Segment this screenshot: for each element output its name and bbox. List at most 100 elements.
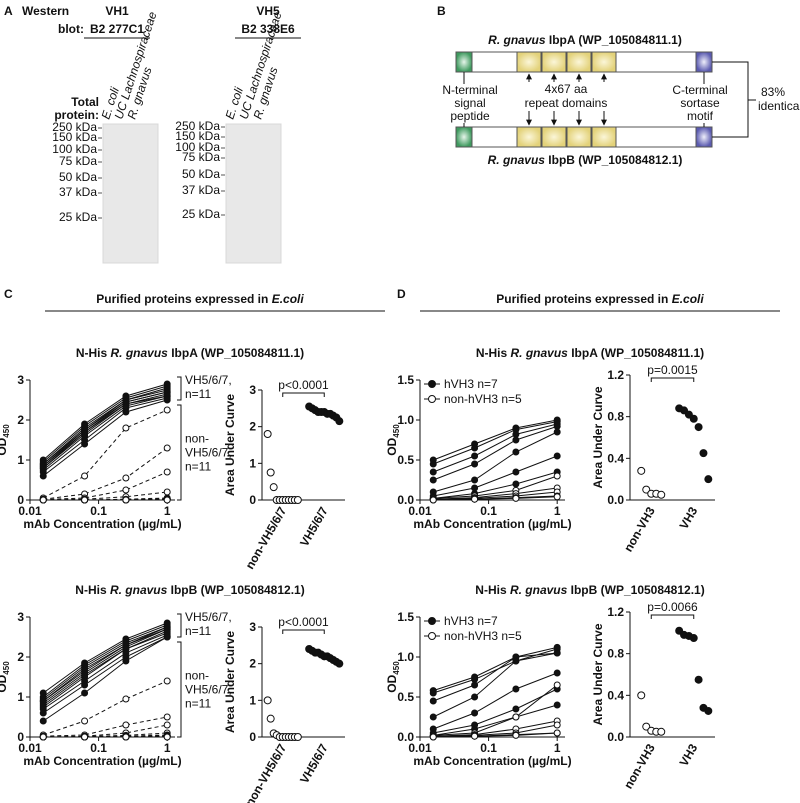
text-part: OD xyxy=(0,437,9,455)
point xyxy=(122,474,130,482)
series-line xyxy=(43,716,168,737)
y-tick-label: 2 xyxy=(17,650,24,664)
point xyxy=(694,423,703,432)
point xyxy=(512,657,520,665)
point xyxy=(512,436,520,444)
text-part: E.coli xyxy=(272,292,305,306)
point xyxy=(293,733,302,741)
point xyxy=(39,717,47,725)
marker-label: 50 kDa xyxy=(182,167,220,181)
y-tick-label: 1 xyxy=(249,693,256,707)
point xyxy=(428,632,436,640)
group-label: VH5/6/7, xyxy=(185,610,232,624)
text-part: R. gnavus xyxy=(488,33,546,47)
y-tick-label: 0.0 xyxy=(607,730,624,744)
series-line xyxy=(433,425,558,481)
point xyxy=(163,733,171,741)
series-line xyxy=(433,646,558,692)
group-bracket xyxy=(177,613,182,638)
point xyxy=(39,733,47,741)
series-line xyxy=(433,684,558,736)
y-axis-label: OD450 xyxy=(0,424,11,456)
text-part: OD xyxy=(385,437,399,455)
point xyxy=(689,414,698,423)
point xyxy=(122,486,130,494)
significance-bracket xyxy=(282,629,325,634)
identity-label: 83% xyxy=(761,85,785,99)
x-tick-label: VH5/6/7 xyxy=(297,741,331,786)
x-tick-label: 1 xyxy=(554,741,561,755)
series-line xyxy=(42,624,168,698)
group-label: n=11 xyxy=(185,624,211,638)
series-line xyxy=(42,628,168,702)
series-line xyxy=(42,636,168,714)
text-part: Purified proteins expressed in xyxy=(496,292,671,306)
text-part: IbpB (WP_105084812.1) xyxy=(167,583,304,597)
marker-label: 25 kDa xyxy=(182,207,220,221)
panel-letter: C xyxy=(4,287,13,301)
western-label: Western xyxy=(22,4,69,18)
text-part: N-His xyxy=(76,346,111,360)
text-part: 450 xyxy=(2,661,11,675)
x-tick-label: 0.1 xyxy=(480,504,497,518)
point xyxy=(39,472,47,480)
p-value: p<0.0001 xyxy=(278,378,329,392)
point xyxy=(689,634,698,643)
series-line xyxy=(43,447,168,500)
series-line xyxy=(433,475,558,499)
point xyxy=(122,496,130,504)
series-line xyxy=(42,628,168,704)
text-part: 450 xyxy=(392,661,401,675)
repeat-box xyxy=(541,126,567,148)
repeat-box xyxy=(566,126,592,148)
text-part: IbpB (WP_105084812.1) xyxy=(567,583,704,597)
series-line xyxy=(433,688,558,734)
text-part: IbpA (WP_105084811.1) xyxy=(546,33,682,47)
point xyxy=(553,452,561,460)
point xyxy=(39,496,47,504)
y-tick-label: 0 xyxy=(249,730,256,744)
point xyxy=(471,476,479,484)
y-tick-label: 1 xyxy=(17,690,24,704)
series-line xyxy=(42,395,168,471)
y-tick-label: 2 xyxy=(249,657,256,671)
y-tick-label: 3 xyxy=(249,383,256,397)
point xyxy=(553,669,561,677)
point xyxy=(657,727,666,736)
point xyxy=(293,496,302,504)
domain-label: 4x67 aa xyxy=(545,82,588,96)
marker-label: 250 kDa xyxy=(52,120,97,134)
text-part: IbpA (WP_105084811.1) xyxy=(568,346,704,360)
y-axis-label: Area Under Curve xyxy=(223,631,237,733)
series-line xyxy=(42,389,168,465)
y-tick-label: 1.2 xyxy=(607,368,624,382)
series-line xyxy=(42,632,168,708)
panel-letter: D xyxy=(397,287,406,301)
series-line xyxy=(42,385,168,463)
point xyxy=(428,395,436,403)
point xyxy=(704,706,713,715)
x-tick-label: VH3 xyxy=(677,504,701,531)
marker-label: 150 kDa xyxy=(52,130,97,144)
text-part: R. gnavus xyxy=(510,583,568,597)
panel-letter: A xyxy=(4,4,13,18)
series-line xyxy=(42,391,168,467)
series-line xyxy=(43,680,168,736)
point xyxy=(269,483,278,492)
domain-label: signal xyxy=(454,96,485,110)
series-line xyxy=(433,732,558,738)
marker-label: 100 kDa xyxy=(52,142,97,156)
series-line xyxy=(42,636,168,722)
y-tick-label: 0.5 xyxy=(397,690,414,704)
point xyxy=(471,681,479,689)
point xyxy=(553,472,561,480)
point xyxy=(428,380,436,388)
point xyxy=(553,649,561,657)
y-axis-label: Area Under Curve xyxy=(223,394,237,496)
clone-name: B2 338E6 xyxy=(241,22,295,36)
point xyxy=(122,721,130,729)
series-line xyxy=(42,626,168,702)
protein-diagram xyxy=(455,51,713,148)
blot xyxy=(225,123,282,264)
